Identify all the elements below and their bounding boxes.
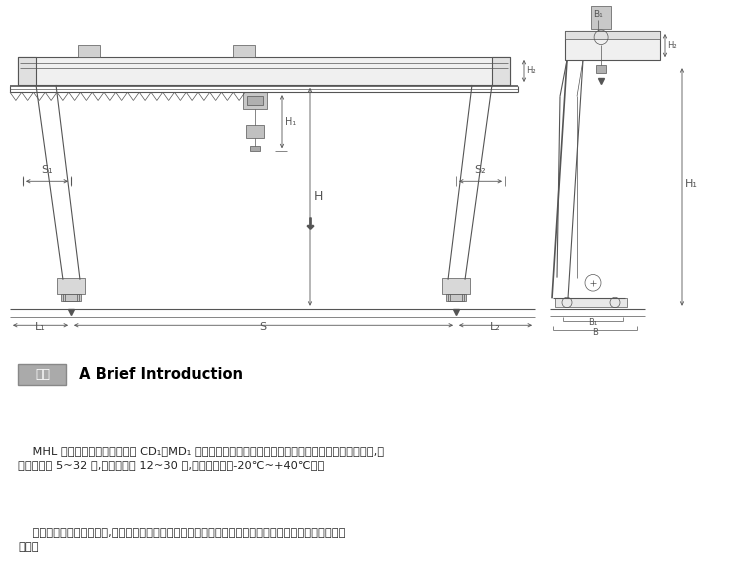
Text: 简介: 简介 — [35, 368, 50, 381]
Bar — [65, 294, 77, 302]
Text: H: H — [314, 190, 323, 203]
Text: 本产品为一般用途起重机,多用于露天场所及仓库的装卸或抓取物料。本产品有地面操纵和室内操纵两种
型式。: 本产品为一般用途起重机,多用于露天场所及仓库的装卸或抓取物料。本产品有地面操纵和… — [18, 528, 346, 552]
Text: B: B — [592, 328, 598, 336]
Bar — [565, 31, 660, 39]
Bar — [442, 278, 470, 294]
Bar — [246, 126, 264, 138]
Text: L₁: L₁ — [35, 322, 45, 332]
Bar — [18, 57, 510, 85]
Text: L₂: L₂ — [489, 322, 500, 332]
Text: B₁: B₁ — [593, 9, 603, 19]
Text: S₁: S₁ — [41, 165, 52, 175]
Bar — [243, 92, 267, 109]
Text: S₂: S₂ — [475, 165, 486, 175]
Text: A Brief Introduction: A Brief Introduction — [74, 367, 243, 382]
Bar — [565, 31, 660, 60]
Bar — [63, 294, 79, 302]
Bar — [61, 294, 81, 302]
Bar — [233, 45, 255, 57]
Bar — [446, 294, 466, 302]
Bar — [448, 294, 464, 302]
Bar — [596, 65, 606, 73]
Text: MHL 型电动葫芦门式起重机与 CD₁、MD₁ 等型号的电动葫芦配套使用，是一种有轨运行的小型起重机,其
适用起重量 5~32 吨,适用跨度为 12~30 米,: MHL 型电动葫芦门式起重机与 CD₁、MD₁ 等型号的电动葫芦配套使用，是一种… — [18, 446, 384, 470]
Bar — [555, 298, 627, 306]
Text: S: S — [260, 322, 266, 332]
Bar — [57, 278, 85, 294]
Text: H₂: H₂ — [526, 66, 536, 76]
Bar — [450, 294, 462, 302]
Bar — [18, 57, 36, 85]
Text: H₁: H₁ — [685, 180, 698, 190]
Text: B₁: B₁ — [588, 318, 598, 328]
FancyBboxPatch shape — [18, 364, 66, 385]
Bar — [247, 96, 263, 104]
Bar — [492, 57, 510, 85]
Text: H₁: H₁ — [285, 117, 296, 127]
Bar — [250, 146, 260, 151]
Bar — [591, 6, 611, 29]
Bar — [78, 45, 100, 57]
Text: H₂: H₂ — [667, 41, 677, 50]
